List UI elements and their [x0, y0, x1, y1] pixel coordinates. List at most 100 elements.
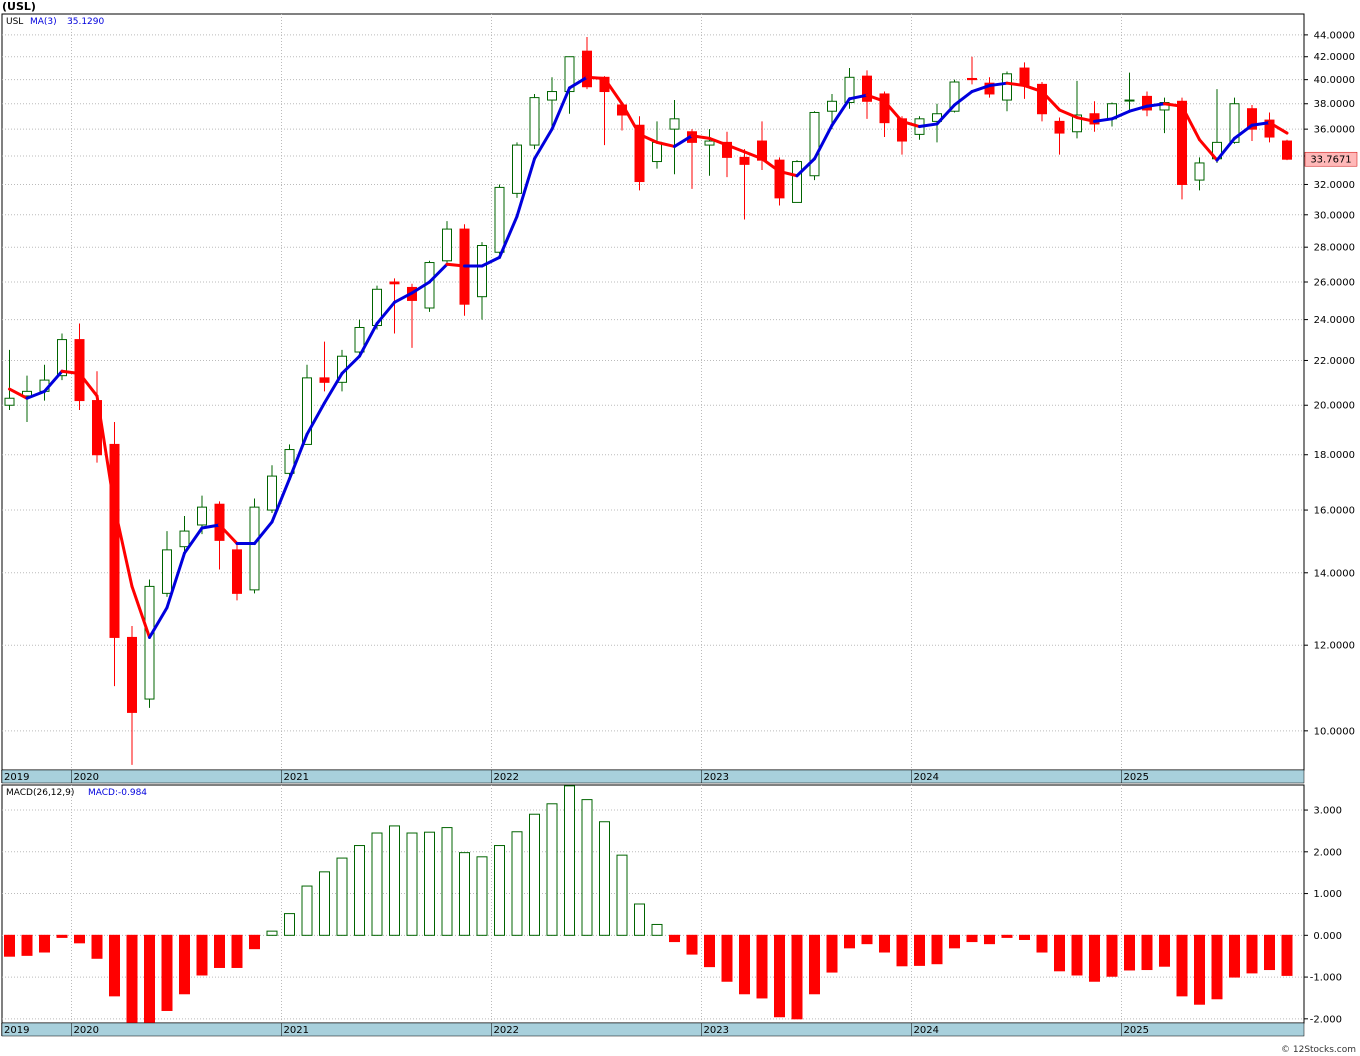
price-y-tick-label: 26.0000 [1314, 278, 1355, 289]
macd-x-axis: 2019 2020 2021 2022 2023 2024 2025 [1, 1023, 1149, 1036]
candle-body [284, 449, 295, 474]
macd-y-tick-label: 3.000 [1313, 806, 1342, 817]
ma-segment [1250, 121, 1271, 127]
chart-title: (USL) [2, 0, 36, 13]
candle-body [582, 50, 592, 88]
macd-bar [284, 913, 295, 936]
candle [459, 224, 470, 316]
macd-bar [651, 923, 663, 936]
macd-bar [966, 934, 978, 943]
candle [1282, 139, 1292, 161]
candle [1247, 104, 1257, 142]
macd-bar [56, 934, 68, 938]
macd-bar [354, 845, 365, 936]
candle [774, 157, 785, 206]
candle-body [1089, 113, 1100, 125]
ma-segment [1180, 104, 1201, 142]
macd-bar [1089, 934, 1100, 982]
ma-segment [935, 103, 956, 126]
price-x-tick-label: 2023 [704, 772, 729, 783]
ma-segment [1198, 138, 1219, 162]
macd-bar [144, 934, 155, 1024]
macd-x-tick-label: 2021 [284, 1025, 309, 1036]
macd-bar [1001, 934, 1013, 938]
macd-bar [896, 934, 908, 967]
ma-segment [340, 354, 361, 375]
ma-segment [445, 262, 466, 268]
ma-segment [708, 136, 729, 147]
candle [1194, 157, 1205, 191]
macd-bar [1019, 934, 1030, 940]
candle-body [1282, 140, 1292, 160]
price-y-axis: 10.0000 12.0000 14.0000 16.0000 18.0000 20.00… [1304, 30, 1355, 737]
candle-body [669, 118, 680, 130]
macd-bar [791, 934, 803, 1020]
candle [1089, 101, 1100, 132]
candle [1177, 97, 1187, 200]
ma-segment [673, 134, 694, 148]
macd-bar [879, 934, 890, 953]
macd-value-label: MACD:-0.984 [88, 788, 147, 798]
candle [634, 116, 645, 191]
ma-segment [533, 127, 554, 161]
macd-bar [581, 799, 593, 936]
macd-x-tick-label: 2024 [914, 1025, 939, 1036]
macd-bar [1281, 934, 1293, 976]
candle [1124, 72, 1135, 113]
candle [1072, 80, 1082, 139]
ma-segment [358, 322, 379, 358]
ma-segment [813, 123, 834, 161]
macd-bar [634, 903, 645, 936]
ma-segment [113, 505, 134, 588]
candle-body [1229, 103, 1240, 143]
macd-bar [1106, 934, 1118, 977]
candle [844, 68, 855, 109]
price-panel: 10.0000 12.0000 14.0000 16.0000 18.0000 20.00… [1, 0, 1358, 784]
ma-segment [200, 523, 221, 530]
price-x-tick-label: 2025 [1124, 772, 1149, 783]
price-y-tick-label: 20.0000 [1314, 401, 1355, 412]
candle [669, 100, 680, 175]
ma-segment [1268, 121, 1289, 135]
ma-segment [655, 140, 676, 148]
ma-segment [1215, 136, 1236, 162]
price-x-tick-label: 2022 [494, 772, 519, 783]
macd-bar [739, 934, 750, 995]
candle [302, 364, 312, 445]
candle-body [1142, 95, 1152, 111]
price-y-tick-label: 40.0000 [1314, 75, 1355, 86]
macd-bar [1194, 934, 1205, 1005]
price-x-tick-label: 2021 [284, 772, 309, 783]
ma-segment [515, 157, 536, 218]
candle-body [634, 124, 645, 183]
candle [214, 501, 225, 570]
macd-bar [704, 934, 715, 968]
macd-y-tick-label: -1.000 [1310, 973, 1342, 984]
macd-bar [1071, 934, 1083, 976]
candle [442, 221, 452, 263]
last-price-box [1304, 151, 1358, 167]
candle-body [1247, 108, 1257, 130]
macd-y-tick-label: 1.000 [1313, 889, 1342, 900]
candle [1037, 82, 1047, 122]
candle [284, 444, 295, 479]
macd-bar [179, 934, 190, 995]
macd-bar [441, 827, 453, 936]
macd-y-tick-label: 2.000 [1313, 847, 1342, 858]
candle [512, 142, 522, 198]
ma-segment [900, 119, 921, 129]
candle-body [1054, 120, 1065, 134]
macd-bar [4, 934, 15, 957]
macd-bar [231, 934, 243, 968]
ma-segment [620, 102, 641, 136]
ma-segment [78, 371, 99, 398]
candle-body [1264, 119, 1275, 138]
ma-segment [410, 280, 431, 295]
candle [127, 626, 137, 765]
candle [232, 543, 242, 601]
candle [582, 37, 592, 90]
candle-body [1002, 73, 1012, 101]
ma-segment [323, 371, 344, 405]
macd-x-axis-band [1, 1022, 1305, 1037]
candle [494, 184, 505, 254]
